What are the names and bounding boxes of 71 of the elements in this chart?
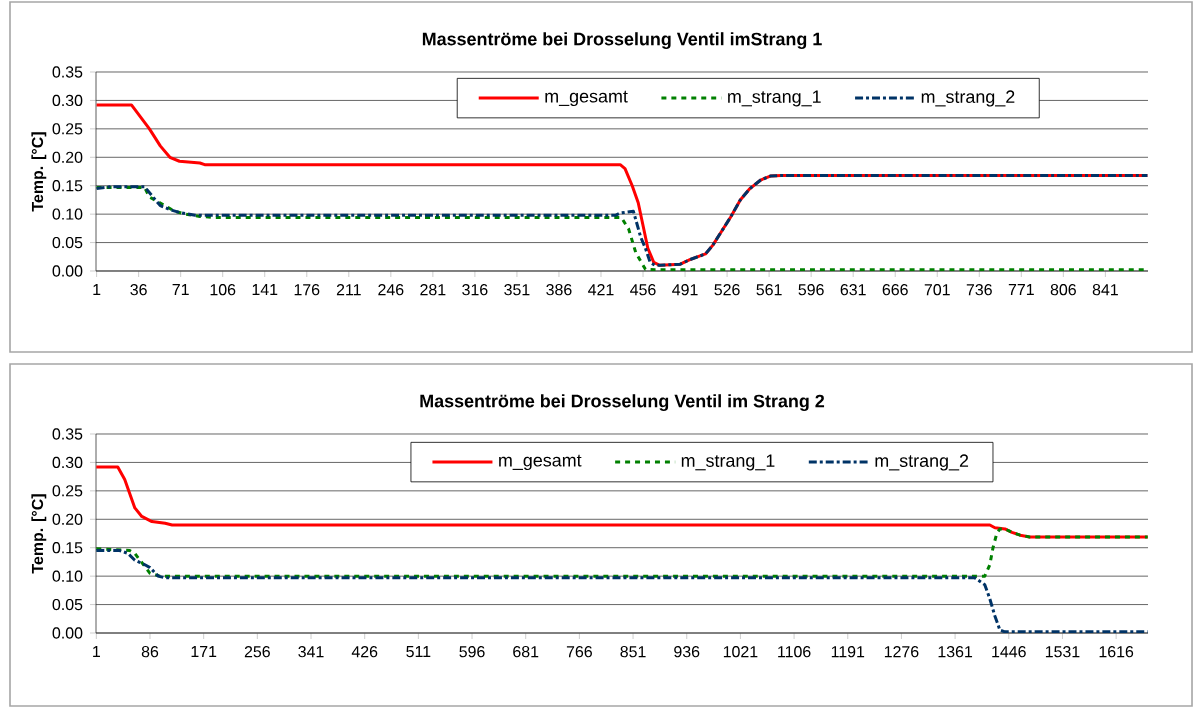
- x-tick-label: 1021: [723, 646, 758, 658]
- x-tick-label: 456: [630, 284, 656, 296]
- x-tick-label: 526: [714, 284, 740, 296]
- x-tick-label: 341: [298, 646, 324, 658]
- y-tick-label: 0.20: [52, 513, 83, 525]
- x-tick-label: 936: [674, 646, 700, 658]
- legend-label: m_gesamt: [499, 454, 582, 471]
- x-tick-label: 561: [756, 284, 782, 296]
- x-tick-label: 351: [504, 284, 530, 296]
- legend-label: m_strang_2: [921, 90, 1015, 107]
- x-tick-label: 666: [882, 284, 908, 296]
- chart-title: Massentröme bei Drosselung Ventil imStrang 1: [422, 32, 822, 50]
- x-tick-label: 281: [420, 284, 446, 296]
- y-tick-label: 0.15: [52, 180, 83, 192]
- x-tick-label: 86: [141, 646, 159, 658]
- x-tick-label: 766: [566, 646, 592, 658]
- legend-label: m_gesamt: [545, 90, 628, 107]
- y-tick-label: 0.00: [52, 627, 83, 639]
- y-axis-title: Temp. [°C]: [31, 494, 47, 574]
- x-tick-label: 1361: [938, 646, 973, 658]
- x-tick-label: 1: [93, 646, 100, 658]
- chart-title: Massentröme bei Drosselung Ventil im Strang 2: [420, 394, 825, 412]
- x-tick-label: 211: [336, 284, 361, 296]
- y-tick-label: 0.35: [52, 66, 83, 78]
- x-tick-label: 1276: [884, 646, 919, 658]
- x-tick-label: 106: [210, 284, 236, 296]
- x-tick-label: 426: [351, 646, 378, 658]
- y-tick-label: 0.30: [52, 456, 83, 469]
- x-tick-label: 596: [798, 284, 824, 296]
- x-tick-label: 841: [1092, 284, 1118, 296]
- x-tick-label: 851: [620, 646, 646, 658]
- x-tick-label: 316: [462, 284, 488, 296]
- y-tick-label: 0.15: [52, 542, 83, 554]
- y-tick-label: 0.25: [52, 123, 83, 135]
- y-tick-label: 0.35: [52, 428, 83, 440]
- x-tick-label: 1446: [992, 646, 1026, 658]
- x-tick-label: 256: [244, 646, 270, 658]
- x-tick-label: 681: [513, 646, 539, 658]
- x-tick-label: 701: [924, 284, 950, 296]
- legend-label: m_strang_2: [875, 454, 969, 471]
- x-tick-label: 1531: [1045, 646, 1080, 658]
- x-tick-label: 36: [130, 284, 147, 296]
- x-tick-label: 806: [1050, 284, 1076, 296]
- x-tick-label: 421: [588, 284, 614, 296]
- x-tick-label: 491: [672, 284, 698, 296]
- x-tick-label: 1616: [1099, 646, 1134, 658]
- x-tick-label: 1191: [831, 646, 865, 658]
- y-tick-label: 0.05: [52, 236, 83, 249]
- y-tick-label: 0.25: [52, 485, 83, 497]
- y-tick-label: 0.05: [52, 598, 83, 611]
- x-tick-label: 511: [406, 646, 431, 658]
- y-tick-label: 0.10: [52, 208, 83, 220]
- x-tick-label: 771: [1008, 284, 1034, 295]
- legend-label: m_strang_1: [681, 454, 775, 471]
- y-axis-title: Temp. [°C]: [31, 132, 47, 212]
- x-tick-label: 1106: [778, 646, 811, 658]
- x-tick-label: 176: [294, 284, 320, 296]
- y-tick-label: 0.30: [52, 94, 83, 107]
- x-tick-label: 631: [840, 284, 866, 296]
- x-tick-label: 71: [172, 284, 189, 295]
- x-tick-label: 386: [546, 284, 572, 296]
- x-tick-label: 736: [966, 284, 992, 296]
- x-tick-label: 596: [459, 646, 485, 658]
- y-tick-label: 0.10: [52, 570, 83, 582]
- x-tick-label: 141: [252, 284, 278, 295]
- x-tick-label: 1: [93, 284, 101, 295]
- y-tick-label: 0.00: [52, 265, 83, 277]
- legend-label: m_strang_1: [728, 90, 821, 107]
- x-tick-label: 171: [191, 646, 217, 658]
- y-tick-label: 0.20: [52, 151, 83, 163]
- x-tick-label: 246: [378, 284, 404, 296]
